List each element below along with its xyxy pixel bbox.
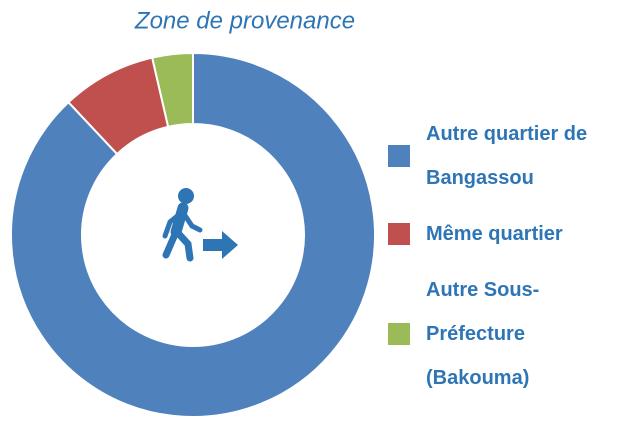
donut-slice	[67, 56, 170, 156]
legend-label: Autre quartier de Bangassou	[426, 123, 588, 189]
legend-label: Même quartier	[426, 223, 563, 245]
legend-label: Autre Sous-Préfecture (Bakouma)	[426, 279, 540, 389]
legend-swatch	[388, 323, 410, 345]
walking-icon	[162, 188, 238, 262]
chart-title: Zone de provenance	[134, 7, 355, 34]
legend-item: Autre Sous-Préfecture (Bakouma)	[388, 268, 616, 400]
legend-item: Même quartier	[388, 212, 616, 256]
donut-slice	[10, 51, 376, 418]
legend: Autre quartier de Bangassou Même quartier…	[388, 112, 616, 412]
legend-swatch	[388, 223, 410, 245]
legend-item: Autre quartier de Bangassou	[388, 112, 616, 200]
legend-swatch	[388, 145, 410, 167]
